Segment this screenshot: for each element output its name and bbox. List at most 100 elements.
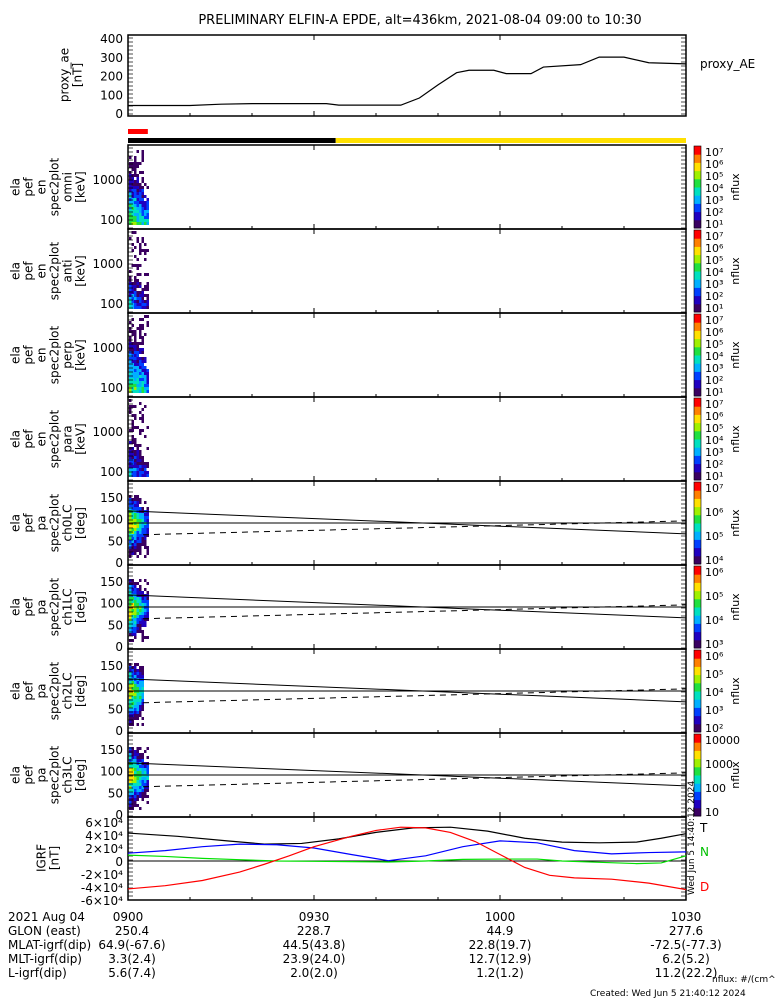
y-axis-label: omni — [61, 172, 75, 202]
heatmap-cell — [139, 465, 142, 468]
heatmap-cell — [134, 330, 137, 333]
heatmap-cell — [129, 165, 132, 168]
heatmap-cell — [141, 291, 144, 294]
heatmap-cell — [136, 381, 139, 384]
y-tick-label: 100 — [100, 465, 123, 479]
heatmap-cell — [146, 222, 149, 225]
heatmap-cell — [141, 636, 144, 639]
y-axis-label: spec2plot — [48, 325, 62, 384]
heatmap-cell — [131, 303, 134, 306]
heatmap-cell — [131, 186, 134, 189]
colorbar-tick-label: 10⁴ — [705, 614, 724, 627]
heatmap-cell — [131, 366, 134, 369]
heatmap-cell — [134, 282, 137, 285]
heatmap-cell — [136, 675, 139, 678]
heatmap-cell — [139, 300, 142, 303]
y-tick-label: 50 — [108, 702, 123, 716]
heatmap-cell — [131, 324, 134, 327]
heatmap-cell — [139, 603, 142, 606]
heatmap-cell — [129, 456, 132, 459]
heatmap-cell — [136, 282, 139, 285]
row-label: MLAT-igrf(dip) — [8, 938, 91, 952]
y-axis-label: spec2plot — [48, 577, 62, 636]
time-tick-label: 1000 — [485, 910, 516, 924]
heatmap-cell — [141, 387, 144, 390]
heatmap-cell — [134, 342, 137, 345]
heatmap-cell — [144, 777, 147, 780]
colorbar-segment — [694, 514, 701, 524]
heatmap-cell — [136, 363, 139, 366]
heatmap-cell — [134, 684, 137, 687]
heatmap-cell — [141, 342, 144, 345]
heatmap-cell — [136, 189, 139, 192]
colorbar-segment — [694, 146, 701, 155]
y-axis-label: pef — [22, 261, 36, 281]
colorbar-tick-label: 10³ — [705, 278, 723, 291]
y-tick-label: 1000 — [92, 257, 123, 271]
heatmap-cell — [139, 705, 142, 708]
heatmap-cell — [131, 543, 134, 546]
colorbar-tick-label: 10³ — [705, 362, 723, 375]
heatmap-cell — [131, 531, 134, 534]
heatmap-cell — [141, 159, 144, 162]
heatmap-cell — [131, 168, 134, 171]
heatmap-cell — [134, 771, 137, 774]
igrf-N-line — [127, 854, 687, 865]
heatmap-cell — [129, 207, 132, 210]
heatmap-cell — [136, 759, 139, 762]
heatmap-cell — [144, 597, 147, 600]
heatmap-cell — [129, 429, 132, 432]
y-tick-label: 0 — [115, 808, 123, 822]
y-tick-label: 100 — [100, 765, 123, 779]
heatmap-cell — [136, 453, 139, 456]
heatmap-cell — [139, 747, 142, 750]
row-value: 44.9 — [487, 924, 514, 938]
heatmap-cell — [129, 516, 132, 519]
heatmap-cell — [139, 687, 142, 690]
heatmap-cell — [129, 411, 132, 414]
heatmap-cell — [144, 294, 147, 297]
heatmap-cell — [136, 795, 139, 798]
heatmap-cell — [129, 186, 132, 189]
heatmap-cell — [136, 294, 139, 297]
colorbar-tick-label: 10³ — [705, 446, 723, 459]
heatmap-cell — [136, 699, 139, 702]
igrf-B-line — [127, 840, 687, 862]
heatmap-cell — [139, 219, 142, 222]
heatmap-cell — [136, 591, 139, 594]
heatmap-cell — [134, 339, 137, 342]
heatmap-cell — [129, 192, 132, 195]
heatmap-cell — [136, 174, 139, 177]
heatmap-cell — [141, 618, 144, 621]
heatmap-cell — [129, 687, 132, 690]
heatmap-cell — [129, 195, 132, 198]
heatmap-cell — [129, 441, 132, 444]
heatmap-cell — [139, 771, 142, 774]
heatmap-cell — [134, 681, 137, 684]
heatmap-cell — [146, 513, 149, 516]
heatmap-cell — [129, 603, 132, 606]
y-axis-label: pa — [35, 684, 49, 699]
heatmap-cell — [136, 306, 139, 309]
heatmap-cell — [139, 318, 142, 321]
heatmap-cell — [129, 519, 132, 522]
heatmap-cell — [134, 540, 137, 543]
heatmap-cell — [139, 672, 142, 675]
heatmap-cell — [129, 204, 132, 207]
heatmap-cell — [131, 780, 134, 783]
heatmap-cell — [131, 684, 134, 687]
heatmap-cell — [139, 684, 142, 687]
heatmap-cell — [129, 189, 132, 192]
heatmap-cell — [129, 276, 132, 279]
heatmap-cell — [136, 669, 139, 672]
heatmap-cell — [131, 693, 134, 696]
heatmap-cell — [139, 450, 142, 453]
heatmap-cell — [146, 618, 149, 621]
heatmap-cell — [139, 534, 142, 537]
heatmap-cell — [144, 600, 147, 603]
heatmap-cell — [129, 495, 132, 498]
heatmap-cell — [129, 672, 132, 675]
heatmap-cell — [144, 210, 147, 213]
heatmap-cell — [129, 609, 132, 612]
heatmap-cell — [129, 786, 132, 789]
